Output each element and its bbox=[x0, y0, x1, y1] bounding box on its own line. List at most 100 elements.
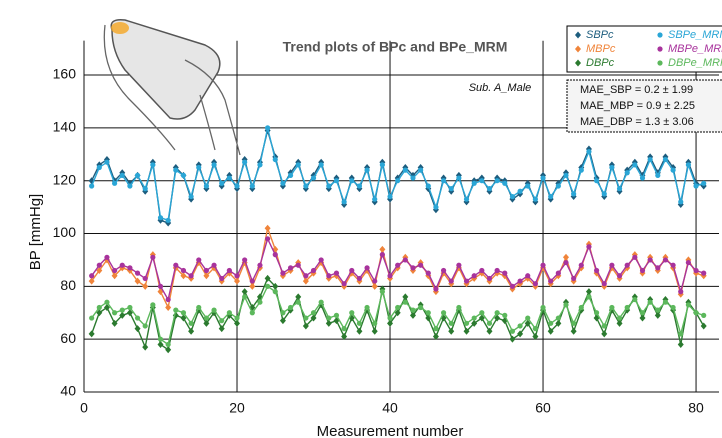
marker bbox=[655, 265, 660, 270]
marker bbox=[204, 315, 209, 320]
marker bbox=[273, 252, 278, 257]
marker bbox=[701, 181, 706, 186]
marker bbox=[670, 263, 675, 268]
marker bbox=[403, 300, 408, 305]
marker bbox=[181, 173, 186, 178]
marker bbox=[196, 305, 201, 310]
marker bbox=[250, 278, 255, 283]
marker bbox=[441, 310, 446, 315]
marker bbox=[227, 175, 232, 180]
marker bbox=[319, 162, 324, 167]
marker bbox=[227, 268, 232, 273]
marker bbox=[204, 183, 209, 188]
y-tick-label: 40 bbox=[60, 383, 76, 399]
marker bbox=[563, 254, 569, 261]
marker bbox=[403, 257, 408, 262]
marker bbox=[296, 263, 301, 268]
marker bbox=[686, 162, 691, 167]
marker bbox=[693, 183, 698, 188]
marker bbox=[273, 289, 278, 294]
marker bbox=[395, 263, 400, 268]
legend-label: DBPc bbox=[586, 57, 615, 69]
marker bbox=[280, 271, 285, 276]
marker bbox=[166, 218, 171, 223]
marker bbox=[380, 162, 385, 167]
marker bbox=[632, 255, 637, 260]
marker bbox=[296, 300, 301, 305]
marker bbox=[181, 268, 186, 273]
marker bbox=[104, 255, 109, 260]
marker bbox=[563, 173, 568, 178]
marker bbox=[349, 310, 354, 315]
marker bbox=[602, 281, 607, 286]
y-tick-label: 100 bbox=[53, 224, 77, 240]
marker bbox=[487, 276, 492, 281]
marker bbox=[433, 286, 438, 291]
marker bbox=[219, 318, 224, 323]
marker bbox=[510, 194, 515, 199]
marker bbox=[311, 268, 316, 273]
marker bbox=[594, 310, 599, 315]
marker bbox=[372, 197, 377, 202]
marker bbox=[548, 278, 553, 283]
x-tick-label: 20 bbox=[229, 400, 245, 416]
marker bbox=[701, 271, 706, 276]
marker bbox=[533, 281, 538, 286]
marker bbox=[380, 289, 385, 294]
marker bbox=[418, 168, 423, 173]
marker bbox=[135, 315, 140, 320]
chart-title: Trend plots of BPc and BPe_MRM bbox=[283, 39, 508, 55]
marker bbox=[540, 305, 545, 310]
marker bbox=[701, 313, 706, 318]
marker bbox=[364, 305, 369, 310]
marker bbox=[196, 165, 201, 170]
marker bbox=[548, 321, 553, 326]
marker bbox=[142, 283, 148, 290]
marker bbox=[456, 305, 461, 310]
marker bbox=[502, 313, 507, 318]
marker bbox=[639, 315, 645, 322]
marker bbox=[525, 315, 530, 320]
marker bbox=[364, 168, 369, 173]
marker bbox=[257, 162, 262, 167]
marker bbox=[693, 310, 698, 315]
marker bbox=[127, 183, 132, 188]
marker bbox=[648, 300, 653, 305]
marker bbox=[326, 273, 331, 278]
marker bbox=[402, 293, 408, 300]
marker bbox=[517, 278, 522, 283]
marker bbox=[609, 263, 614, 268]
marker bbox=[609, 165, 614, 170]
marker bbox=[242, 294, 247, 299]
marker bbox=[158, 284, 163, 289]
marker bbox=[334, 178, 339, 183]
marker bbox=[89, 315, 94, 320]
marker bbox=[625, 305, 630, 310]
marker bbox=[563, 302, 568, 307]
marker bbox=[227, 310, 232, 315]
marker bbox=[89, 330, 95, 337]
marker bbox=[249, 283, 255, 290]
marker bbox=[326, 315, 331, 320]
marker bbox=[173, 308, 178, 313]
y-axis-label: BP [mmHg] bbox=[27, 194, 44, 270]
y-tick-label: 120 bbox=[53, 171, 77, 187]
marker bbox=[441, 268, 446, 273]
marker bbox=[678, 199, 683, 204]
legend-label: DBPe_MRM bbox=[668, 57, 722, 69]
marker bbox=[655, 312, 661, 319]
marker bbox=[104, 160, 109, 165]
marker bbox=[303, 183, 308, 188]
marker bbox=[640, 310, 645, 315]
marker bbox=[311, 175, 316, 180]
marker bbox=[234, 273, 239, 278]
marker bbox=[441, 178, 446, 183]
marker bbox=[548, 194, 553, 199]
marker bbox=[579, 168, 584, 173]
marker bbox=[509, 336, 515, 343]
y-tick-label: 80 bbox=[60, 277, 76, 293]
marker bbox=[487, 321, 492, 326]
marker bbox=[502, 181, 507, 186]
y-tick-label: 60 bbox=[60, 330, 76, 346]
marker bbox=[678, 341, 684, 348]
